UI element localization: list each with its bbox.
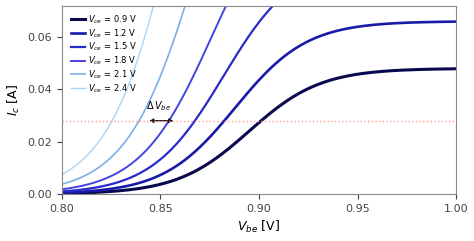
X-axis label: $V_{be}$ [V]: $V_{be}$ [V] — [237, 219, 281, 235]
Y-axis label: $I_c$ [A]: $I_c$ [A] — [6, 84, 22, 116]
Text: $\Delta\,V_{be}$: $\Delta\,V_{be}$ — [146, 99, 172, 113]
Legend: $V_{ce}$ = 0.9 V, $V_{ce}$ = 1.2 V, $V_{ce}$ = 1.5 V, $V_{ce}$ = 1.8 V, $V_{ce}$: $V_{ce}$ = 0.9 V, $V_{ce}$ = 1.2 V, $V_{… — [70, 12, 138, 96]
